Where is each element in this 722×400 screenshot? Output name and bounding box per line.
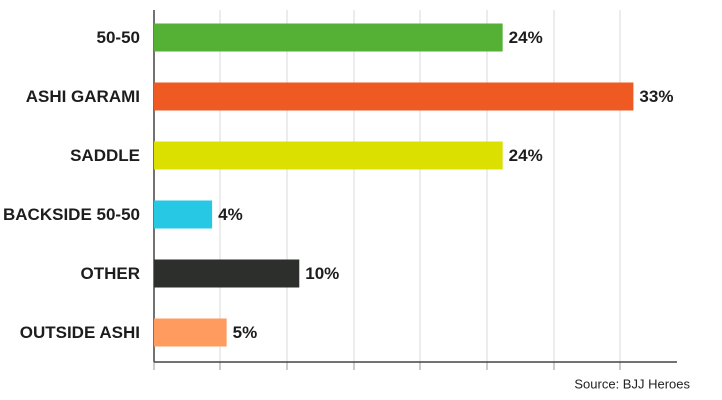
value-label: 10%: [305, 264, 339, 283]
bar: [154, 23, 503, 52]
value-label: 24%: [509, 146, 543, 165]
category-label: SADDLE: [70, 146, 140, 165]
category-label: 50-50: [97, 28, 140, 47]
value-label: 24%: [509, 28, 543, 47]
source: Source: BJJ Heroes: [574, 376, 690, 391]
category-label: OTHER: [81, 264, 141, 283]
category-label: ASHI GARAMI: [26, 87, 140, 106]
category-label: BACKSIDE 50-50: [3, 205, 140, 224]
value-label: 33%: [639, 87, 673, 106]
grid: [153, 10, 621, 370]
bar: [154, 259, 300, 288]
bar: [154, 82, 634, 111]
bar: [154, 318, 227, 347]
value-label: 5%: [233, 323, 258, 342]
value-label: 4%: [218, 205, 243, 224]
bar: [154, 141, 503, 170]
category-label: OUTSIDE ASHI: [20, 323, 140, 342]
bar: [154, 200, 213, 229]
